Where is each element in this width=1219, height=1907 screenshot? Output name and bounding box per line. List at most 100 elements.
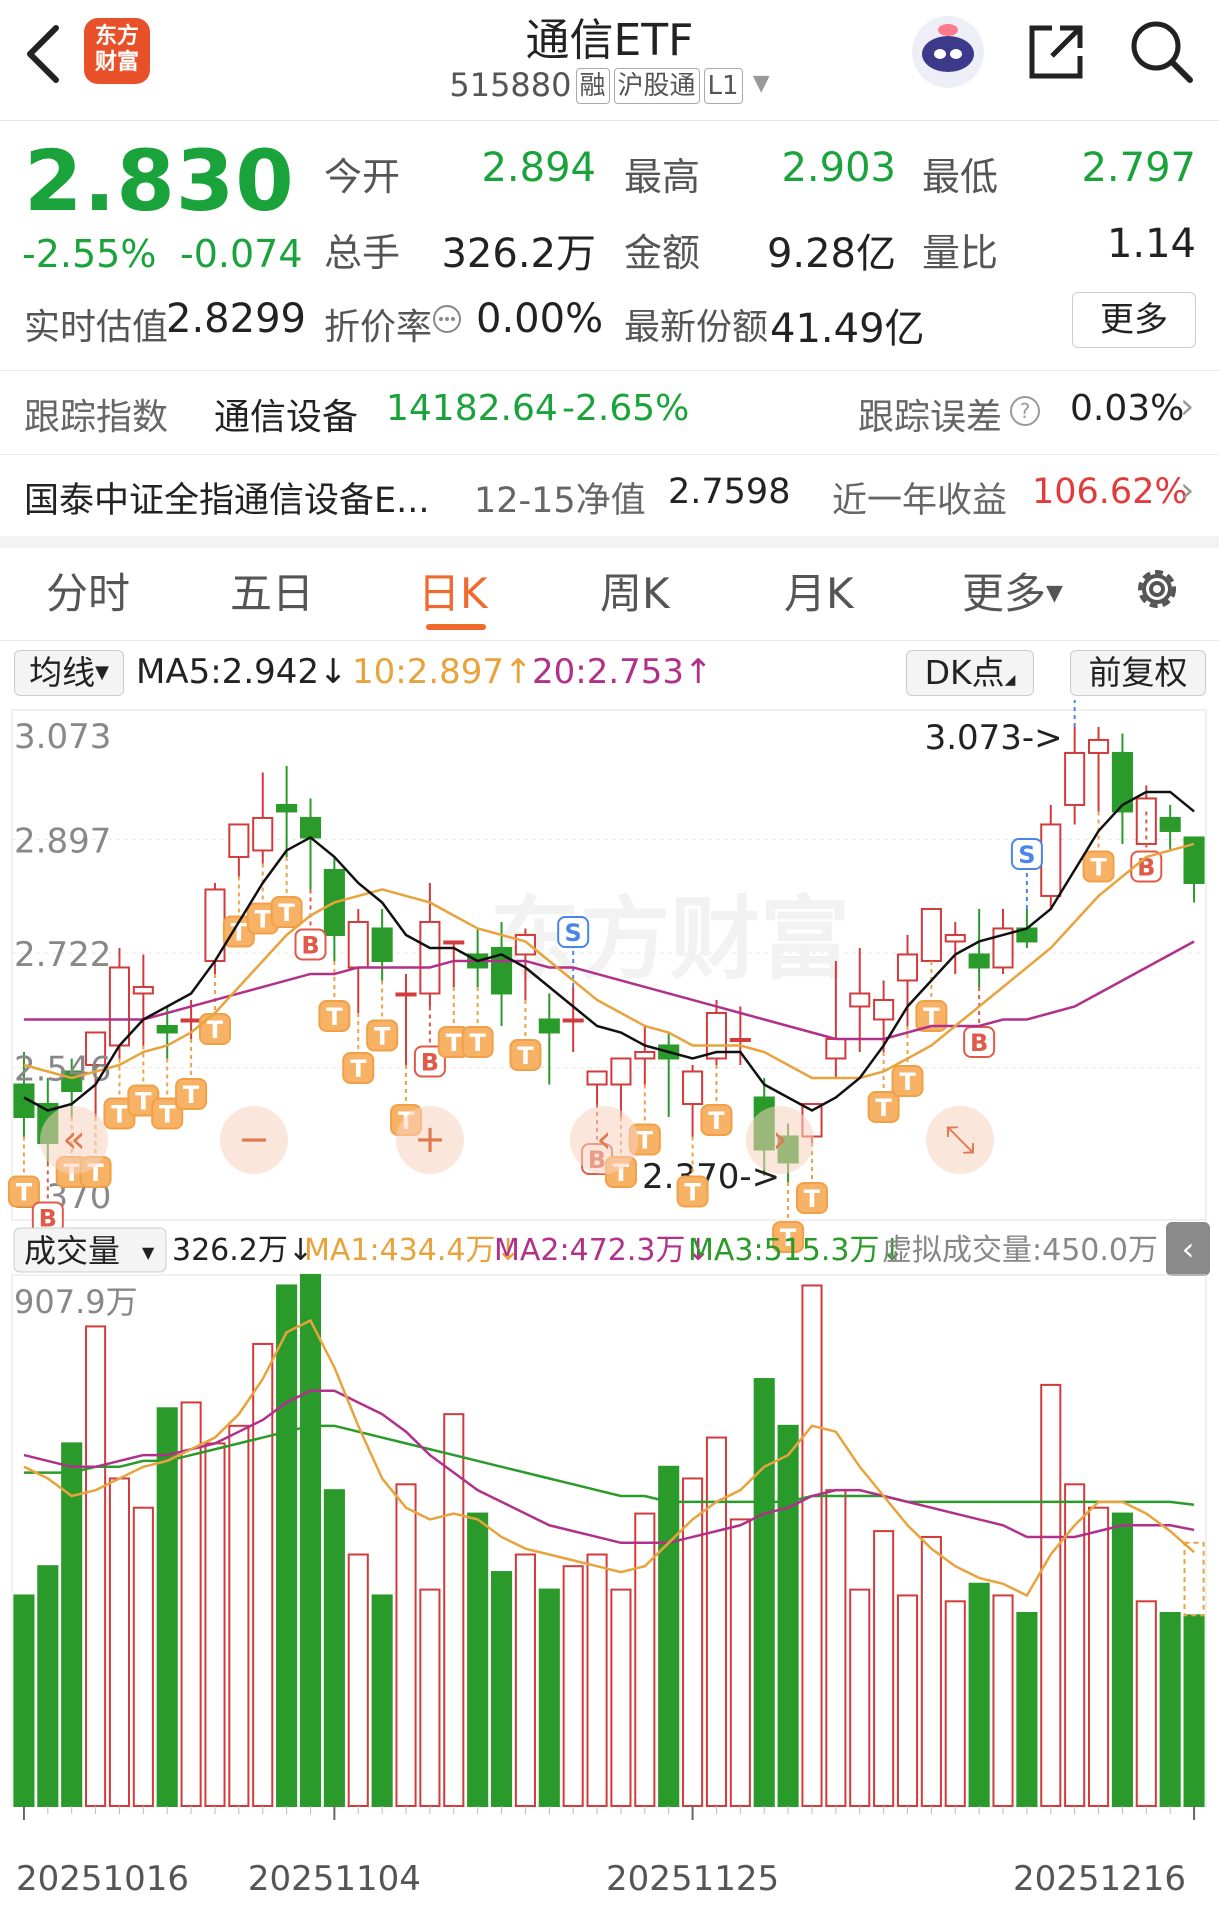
search-icon[interactable]: [1128, 18, 1196, 86]
info-dots-icon[interactable]: [432, 304, 462, 334]
fullscreen-icon[interactable]: [926, 1106, 994, 1174]
tracking-index-name[interactable]: 通信设备: [214, 397, 359, 438]
candle-body: [825, 1037, 847, 1060]
signal-marker: [294, 928, 327, 961]
caret-down-icon: ▼: [142, 1243, 155, 1262]
volume-bar: [920, 1535, 942, 1807]
volume-bar: [156, 1407, 178, 1807]
signal-letter: B: [970, 1029, 988, 1057]
signal-marker: [1082, 850, 1115, 883]
nav-label: 12-15净值: [474, 481, 646, 521]
signal-marker: [891, 1064, 924, 1097]
candle-body: [180, 1018, 202, 1023]
signal-marker: [413, 1045, 446, 1078]
candle-body: [849, 992, 871, 1008]
more-button[interactable]: 更多: [1072, 292, 1196, 348]
volume-bar: [323, 1489, 345, 1807]
volume-bar: [13, 1594, 35, 1807]
ma5-line: [23, 790, 1195, 1112]
zoom-in-icon-glyph: +: [414, 1117, 446, 1161]
tag-connect: 沪股通: [613, 68, 700, 104]
pan-right-icon[interactable]: [746, 1106, 814, 1174]
security-code-row: 515880 融沪股通 L1 ▼: [0, 66, 1219, 104]
adjust-button[interactable]: 前复权: [1070, 650, 1206, 696]
fund-name[interactable]: 国泰中证全指通信设备E...: [24, 481, 430, 521]
side-panel-toggle[interactable]: [1166, 1222, 1210, 1276]
caret-down-icon[interactable]: ▼: [752, 71, 770, 96]
tracking-error-label: 跟踪误差: [858, 397, 1003, 438]
candle-body: [538, 1018, 560, 1034]
vol-ma3-value: MA3:515.3万↓: [688, 1233, 905, 1268]
candle-body: [634, 1050, 656, 1060]
price-axis-label: 2.722: [14, 935, 111, 975]
chevron-left-icon[interactable]: [22, 22, 62, 86]
pan-left-icon[interactable]: [570, 1106, 638, 1174]
volume-bar: [825, 1489, 847, 1807]
signal-letter: T: [278, 899, 295, 927]
candle-body: [347, 920, 369, 969]
signal-marker: [342, 1051, 375, 1084]
candle-body: [1040, 823, 1062, 897]
zoom-in-icon[interactable]: [396, 1106, 464, 1174]
volume-bar: [968, 1582, 990, 1807]
kline-chart[interactable]: 东方财富 3.0732.8972.7222.5462.3703.073->2.3…: [0, 700, 1219, 1907]
signal-letter: T: [708, 1107, 725, 1135]
volume-bar: [992, 1594, 1014, 1807]
active-tab-indicator: [426, 624, 486, 630]
zoom-out-icon[interactable]: [220, 1106, 288, 1174]
signal-letter: S: [1018, 841, 1035, 869]
volume-bar: [467, 1512, 489, 1807]
tab-five-day[interactable]: 五日: [230, 569, 315, 618]
vol-ma1-value: MA1:434.4万↓: [304, 1233, 521, 1268]
tab-daily-k[interactable]: 日K: [418, 569, 488, 618]
volume-value: 326.2万↓: [172, 1233, 313, 1268]
date-label: 20251216: [1013, 1859, 1186, 1899]
signal-letter: T: [923, 1003, 940, 1031]
chevron-right-icon[interactable]: ›: [1180, 386, 1195, 427]
svg-text:?: ?: [1020, 399, 1031, 423]
signal-marker: [461, 1025, 494, 1058]
candle-body: [490, 946, 513, 995]
volume-selector[interactable]: [13, 1227, 167, 1273]
signal-letter: T: [255, 905, 272, 933]
chevron-right-icon[interactable]: ›: [1180, 470, 1195, 511]
signal-marker: [867, 1090, 900, 1123]
robot-avatar-icon[interactable]: [910, 14, 986, 90]
open-label: 今开: [324, 155, 401, 199]
high-label: 最高: [624, 155, 701, 199]
ma-selector[interactable]: 均线▼: [14, 650, 124, 696]
candle-body: [514, 933, 536, 956]
volume-bar: [276, 1284, 298, 1807]
candle-body: [252, 816, 274, 852]
signal-letter: T: [875, 1094, 892, 1122]
volume-bar: [204, 1442, 226, 1808]
volume-bar: [180, 1401, 202, 1807]
tab-weekly-k[interactable]: 周K: [600, 569, 670, 618]
volume-bar: [873, 1530, 895, 1808]
tag-margin: 融: [575, 68, 610, 104]
help-icon[interactable]: ?: [1008, 394, 1042, 428]
price-panel-frame: [11, 709, 1207, 1221]
low-value: 2.797: [1081, 145, 1196, 191]
tab-more[interactable]: 更多▼: [962, 569, 1063, 618]
candle-body: [371, 927, 393, 962]
signal-letter: T: [517, 1042, 534, 1070]
volume-bar: [61, 1442, 83, 1808]
signal-marker: [700, 1103, 733, 1136]
amount-value: 9.28亿: [766, 231, 896, 277]
chevrons-left-icon[interactable]: [40, 1106, 108, 1174]
vol-ma1-line: [23, 1318, 1195, 1598]
price-axis-label: 3.073: [14, 717, 111, 757]
ma5-value: MA5:2.942↓: [136, 652, 348, 692]
share-icon[interactable]: [1024, 20, 1088, 84]
signal-letter: T: [469, 1029, 486, 1057]
gear-icon[interactable]: [1130, 562, 1184, 616]
tab-intraday[interactable]: 分时: [46, 569, 131, 618]
tab-monthly-k[interactable]: 月K: [784, 569, 854, 618]
volume-bar: [1135, 1600, 1157, 1807]
page-title: 通信ETF: [525, 15, 694, 66]
dk-point-button[interactable]: DK点◢: [906, 650, 1034, 696]
signal-letter: B: [421, 1048, 439, 1076]
volume-bar: [132, 1506, 154, 1807]
signal-marker: [318, 999, 351, 1032]
